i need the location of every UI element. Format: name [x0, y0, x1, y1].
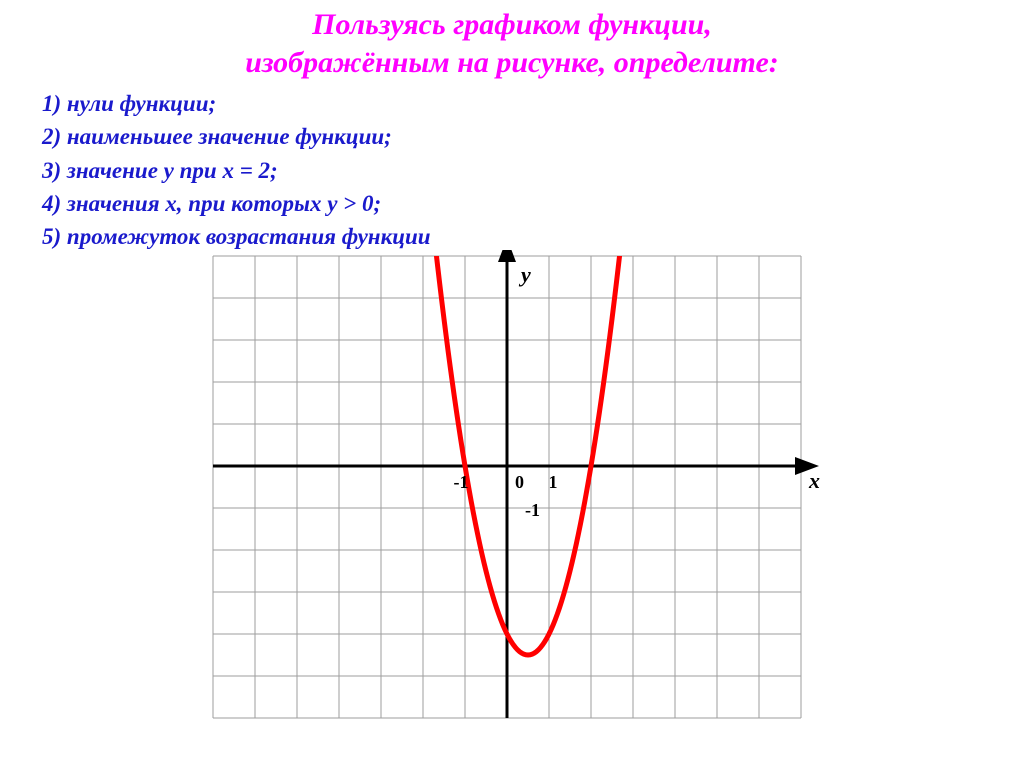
origin-label: 0	[515, 472, 524, 492]
x-axis-label: x	[808, 468, 820, 493]
question-1: 1) нули функции;	[42, 87, 1024, 120]
tick-pos1-x: 1	[549, 472, 558, 492]
title-line2: изображённым на рисунке, определите:	[0, 44, 1024, 82]
function-graph: yx0-11-1	[193, 250, 831, 730]
question-5: 5) промежуток возрастания функции	[42, 220, 1024, 253]
tick-neg1-y: -1	[525, 500, 540, 520]
title-line1: Пользуясь графиком функции,	[0, 6, 1024, 44]
question-list: 1) нули функции; 2) наименьшее значение …	[0, 81, 1024, 254]
question-2: 2) наименьшее значение функции;	[42, 120, 1024, 153]
question-3: 3) значение y при x = 2;	[42, 154, 1024, 187]
tick-neg1-x: -1	[454, 472, 469, 492]
question-4: 4) значения x, при которых y > 0;	[42, 187, 1024, 220]
